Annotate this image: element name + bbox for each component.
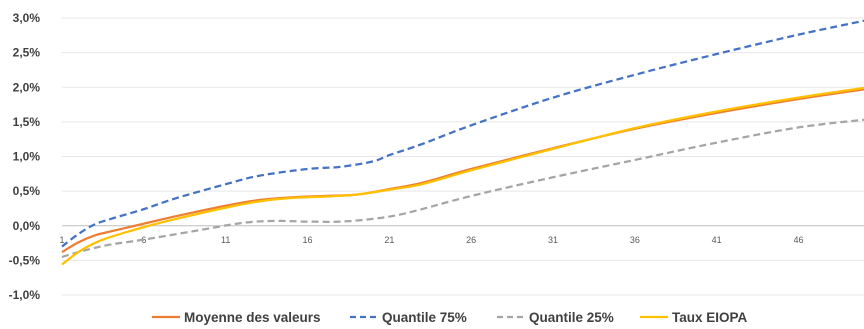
x-tick-label: 11 <box>221 235 230 245</box>
x-tick-label: 21 <box>384 235 394 245</box>
y-tick-label: 1,0% <box>13 150 41 164</box>
y-tick-label: 1,5% <box>13 115 41 129</box>
x-tick-label: 16 <box>303 235 313 245</box>
y-tick-label: 2,5% <box>13 46 41 60</box>
x-tick-label: 31 <box>548 235 558 245</box>
legend-item-taux-eiopa: Taux EIOPA <box>640 310 748 325</box>
legend-item-quantile-25: Quantile 25% <box>497 310 614 325</box>
y-tick-label: 0,5% <box>13 184 41 198</box>
y-axis-ticks: 3,0% 2,5% 2,0% 1,5% 1,0% 0,5% 0,0% -0,5% -1,0% <box>9 11 41 302</box>
y-tick-label: -1,0% <box>9 288 41 302</box>
legend-label-quantile-25: Quantile 25% <box>529 310 614 325</box>
legend-label-moyenne: Moyenne des valeurs <box>184 310 321 325</box>
x-tick-label: 36 <box>630 235 640 245</box>
y-tick-label: -0,5% <box>9 253 41 267</box>
series-line-quantile-25 <box>61 118 864 258</box>
x-tick-label: 46 <box>794 235 804 245</box>
legend: Moyenne des valeurs Quantile 75% Quantil… <box>152 310 748 325</box>
x-tick-label: 1 <box>59 235 64 245</box>
series-line-quantile-75 <box>61 19 864 248</box>
x-tick-label: 26 <box>466 235 476 245</box>
y-tick-label: 0,0% <box>13 219 41 233</box>
legend-item-moyenne: Moyenne des valeurs <box>152 310 321 325</box>
x-tick-label: 41 <box>712 235 722 245</box>
series-line-moyenne <box>61 88 864 254</box>
y-tick-label: 3,0% <box>13 11 41 25</box>
legend-label-taux-eiopa: Taux EIOPA <box>672 310 748 325</box>
series-lines <box>61 19 864 266</box>
legend-item-quantile-75: Quantile 75% <box>350 310 467 325</box>
x-axis-ticks: 1 6 11 16 21 26 31 36 41 46 <box>59 235 803 245</box>
grid-lines <box>62 17 864 296</box>
y-tick-label: 2,0% <box>13 80 41 94</box>
series-line-taux-eiopa <box>61 86 864 266</box>
legend-label-quantile-75: Quantile 75% <box>382 310 467 325</box>
